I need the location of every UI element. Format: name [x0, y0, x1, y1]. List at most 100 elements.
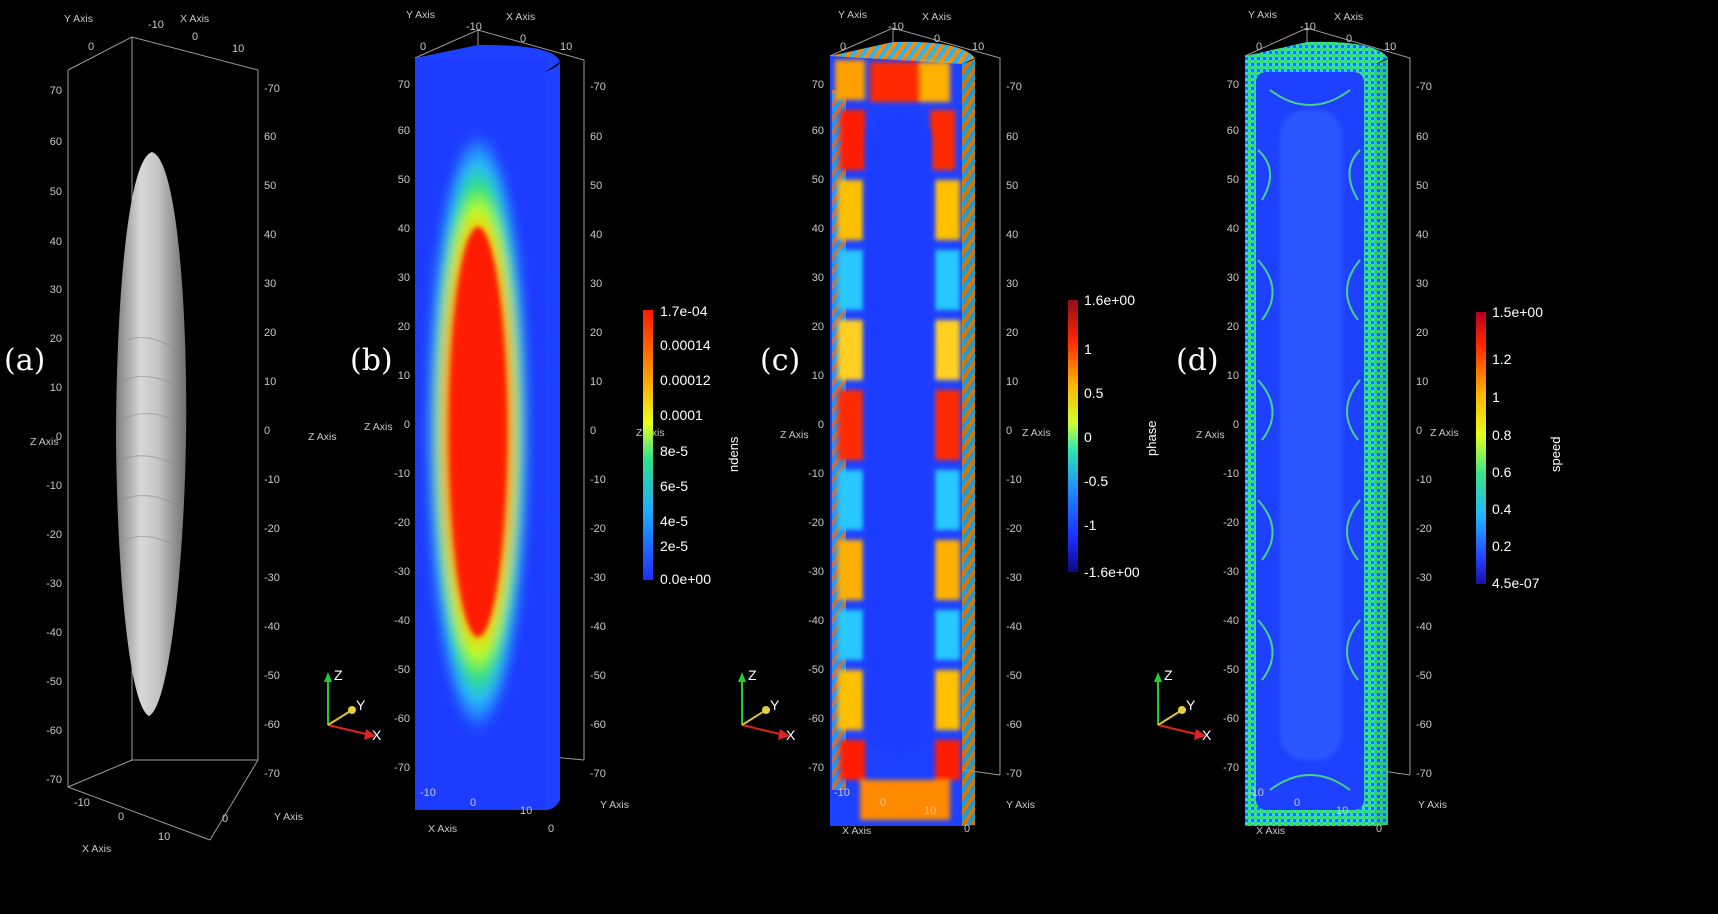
triad-y-label: Y [1186, 697, 1196, 713]
z-arrow-icon [324, 672, 332, 682]
z-tick: -40 [590, 621, 606, 633]
panel-a-z-ticks-right: -70 60 50 40 30 20 10 0 -10 -20 -30 -40 … [264, 83, 280, 780]
x-tick: 10 [158, 831, 170, 843]
colorbar-phase: 1.6e+00 1 0.5 0 -0.5 -1 -1.6e+00 phase [1068, 292, 1159, 580]
z-tick: -50 [808, 664, 824, 676]
z-tick: 10 [590, 376, 602, 388]
z-tick: -60 [264, 719, 280, 731]
orientation-triad: Z Y X [324, 667, 382, 743]
triad-z-label: Z [334, 667, 343, 683]
z-tick: -40 [394, 615, 410, 627]
colorbar-speed: 1.5e+00 1.2 1 0.8 0.6 0.4 0.2 4.5e-07 sp… [1476, 304, 1563, 591]
panel-label: (b) [350, 343, 393, 378]
x-arrow-icon [1194, 729, 1206, 740]
panel-d-z-ticks-left: 70 60 50 40 30 20 10 0 -10 -20 -30 -40 -… [1223, 79, 1239, 774]
z-tick: 10 [1006, 376, 1018, 388]
z-tick: 70 [398, 79, 410, 91]
panel-label: (a) [4, 343, 45, 378]
colorbar-label: 1 [1492, 389, 1500, 405]
colorbar-label: 2e-5 [660, 538, 688, 554]
z-tick: 40 [1006, 229, 1018, 241]
z-tick: -20 [1006, 523, 1022, 535]
z-tick: 60 [590, 131, 602, 143]
z-tick: -30 [394, 566, 410, 578]
colorbar-ndens: 1.7e-04 0.00014 0.00012 0.0001 8e-5 6e-5… [643, 303, 741, 587]
x-axis-label: X Axis [506, 11, 535, 23]
z-tick: -30 [1416, 572, 1432, 584]
z-tick: -30 [1006, 572, 1022, 584]
z-tick: -10 [1006, 474, 1022, 486]
colorbar-label: 0.4 [1492, 501, 1512, 517]
z-tick: -50 [264, 670, 280, 682]
y-tick: 0 [1376, 823, 1382, 835]
z-tick: -10 [1223, 468, 1239, 480]
triad-z-label: Z [1164, 667, 1173, 683]
panel-c-side [962, 58, 975, 826]
z-tick: 0 [56, 431, 62, 443]
z-tick: 60 [1416, 131, 1428, 143]
z-tick: -10 [264, 474, 280, 486]
x-axis-label: X Axis [180, 13, 209, 25]
z-tick: 30 [590, 278, 602, 290]
z-tick: 60 [264, 131, 276, 143]
x-tick: -10 [888, 21, 904, 33]
z-tick: -10 [46, 480, 62, 492]
panel-c: 70 60 50 40 30 20 10 0 -10 -20 -30 -40 -… [738, 9, 1159, 837]
z-tick: -30 [590, 572, 606, 584]
z-tick: 30 [50, 284, 62, 296]
x-tick: -10 [466, 21, 482, 33]
z-axis-label: Z Axis [1022, 427, 1051, 439]
colorbar-label: 4.5e-07 [1492, 575, 1540, 591]
z-tick: -30 [264, 572, 280, 584]
x-tick: 10 [972, 41, 984, 53]
z-tick: 10 [398, 370, 410, 382]
z-tick: -70 [264, 768, 280, 780]
z-tick: -20 [1416, 523, 1432, 535]
z-tick: 40 [1227, 223, 1239, 235]
z-tick: 30 [1227, 272, 1239, 284]
colorbar-label: 0 [1084, 429, 1092, 445]
colorbar-label: 0.5 [1084, 385, 1104, 401]
z-tick: -20 [264, 523, 280, 535]
z-tick: 40 [1416, 229, 1428, 241]
z-tick: 60 [398, 125, 410, 137]
colorbar-label: 0.00014 [660, 337, 711, 353]
z-tick: -50 [590, 670, 606, 682]
z-tick: -50 [1416, 670, 1432, 682]
y-tick: 0 [88, 41, 94, 53]
x-tick: -10 [148, 19, 164, 31]
panel-d-vortex-lines [1257, 89, 1361, 791]
panel-b-z-ticks-left: 70 60 50 40 30 20 10 0 -10 -20 -30 -40 -… [394, 79, 410, 774]
z-tick: 30 [1416, 278, 1428, 290]
z-tick: 50 [1227, 174, 1239, 186]
x-arrow-icon [778, 729, 790, 740]
x-tick: 0 [192, 31, 198, 43]
x-tick: 0 [118, 811, 124, 823]
z-tick: -50 [46, 676, 62, 688]
z-tick: 0 [404, 419, 410, 431]
y-axis-label: Y Axis [64, 13, 93, 25]
z-tick: -70 [808, 762, 824, 774]
y-tick: 0 [548, 823, 554, 835]
z-tick: 20 [1006, 327, 1018, 339]
x-tick: -10 [834, 787, 850, 799]
z-tick: -70 [590, 768, 606, 780]
z-axis-label: Z Axis [1196, 429, 1225, 441]
z-tick: -50 [1006, 670, 1022, 682]
z-tick: 70 [50, 85, 62, 97]
colorbar-label: 1.2 [1492, 351, 1512, 367]
colorbar-label: 0.0e+00 [660, 571, 711, 587]
panel-b: 70 60 50 40 30 20 10 0 -10 -20 -30 -40 -… [324, 9, 741, 835]
z-tick: -40 [808, 615, 824, 627]
x-axis-label: X Axis [428, 823, 457, 835]
z-tick: -20 [46, 529, 62, 541]
x-axis-label: X Axis [1334, 11, 1363, 23]
z-tick: -70 [1006, 81, 1022, 93]
panel-d: 70 60 50 40 30 20 10 0 -10 -20 -30 -40 -… [1154, 9, 1563, 837]
z-tick: 20 [812, 321, 824, 333]
y-tick: 0 [420, 41, 426, 53]
panel-d-core [1280, 110, 1342, 760]
panel-b-density-core [450, 227, 506, 637]
z-tick: -10 [808, 468, 824, 480]
